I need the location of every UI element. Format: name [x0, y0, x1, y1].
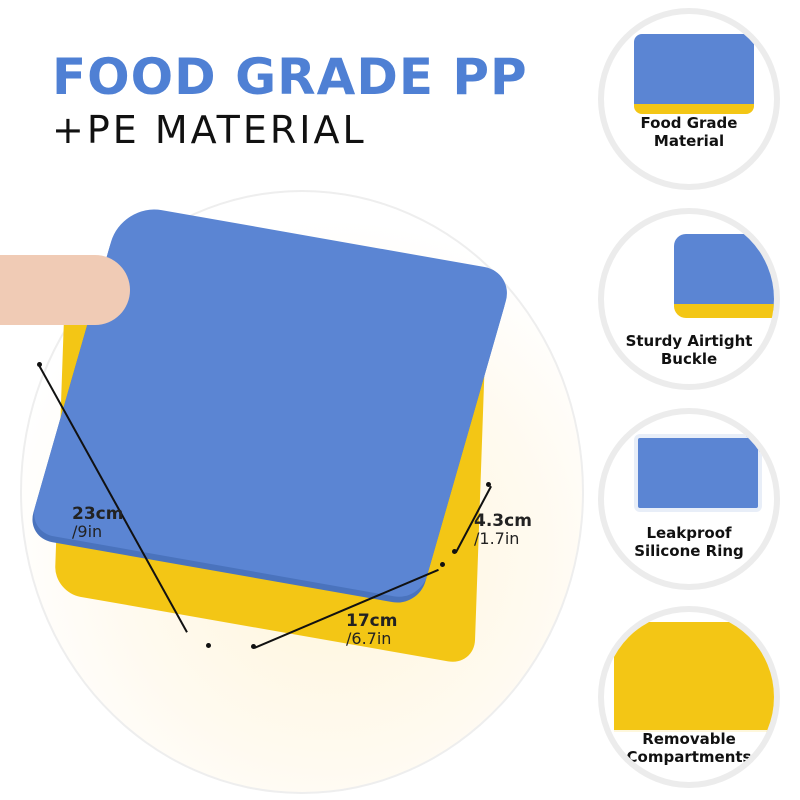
feature-food-grade: Food Grade Material: [598, 8, 780, 190]
headline-line2: +PE MATERIAL: [52, 108, 367, 152]
compartments-closeup-icon: [614, 622, 774, 732]
height-label: 4.3cm/1.7in: [474, 511, 532, 548]
dimension-dot: [452, 549, 457, 554]
buckle-closeup-icon: [674, 234, 774, 318]
silicone-ring-closeup-icon: [634, 434, 762, 512]
feature-silicone-ring: Leakproof Silicone Ring: [598, 408, 780, 590]
headline-line1: FOOD GRADE PP: [52, 48, 528, 106]
dimension-dot: [206, 643, 211, 648]
dimension-dot: [37, 362, 42, 367]
dimension-dot: [251, 644, 256, 649]
feature-buckle: Sturdy Airtight Buckle: [598, 208, 780, 390]
width-label: 17cm/6.7in: [346, 611, 398, 648]
lid-closeup-icon: [634, 34, 754, 114]
dimension-dot: [440, 562, 445, 567]
length-label: 23cm/9in: [72, 504, 124, 541]
feature-compartments: Removable Compartments: [598, 606, 780, 788]
dimension-dot: [486, 482, 491, 487]
hand-image: [0, 255, 130, 325]
